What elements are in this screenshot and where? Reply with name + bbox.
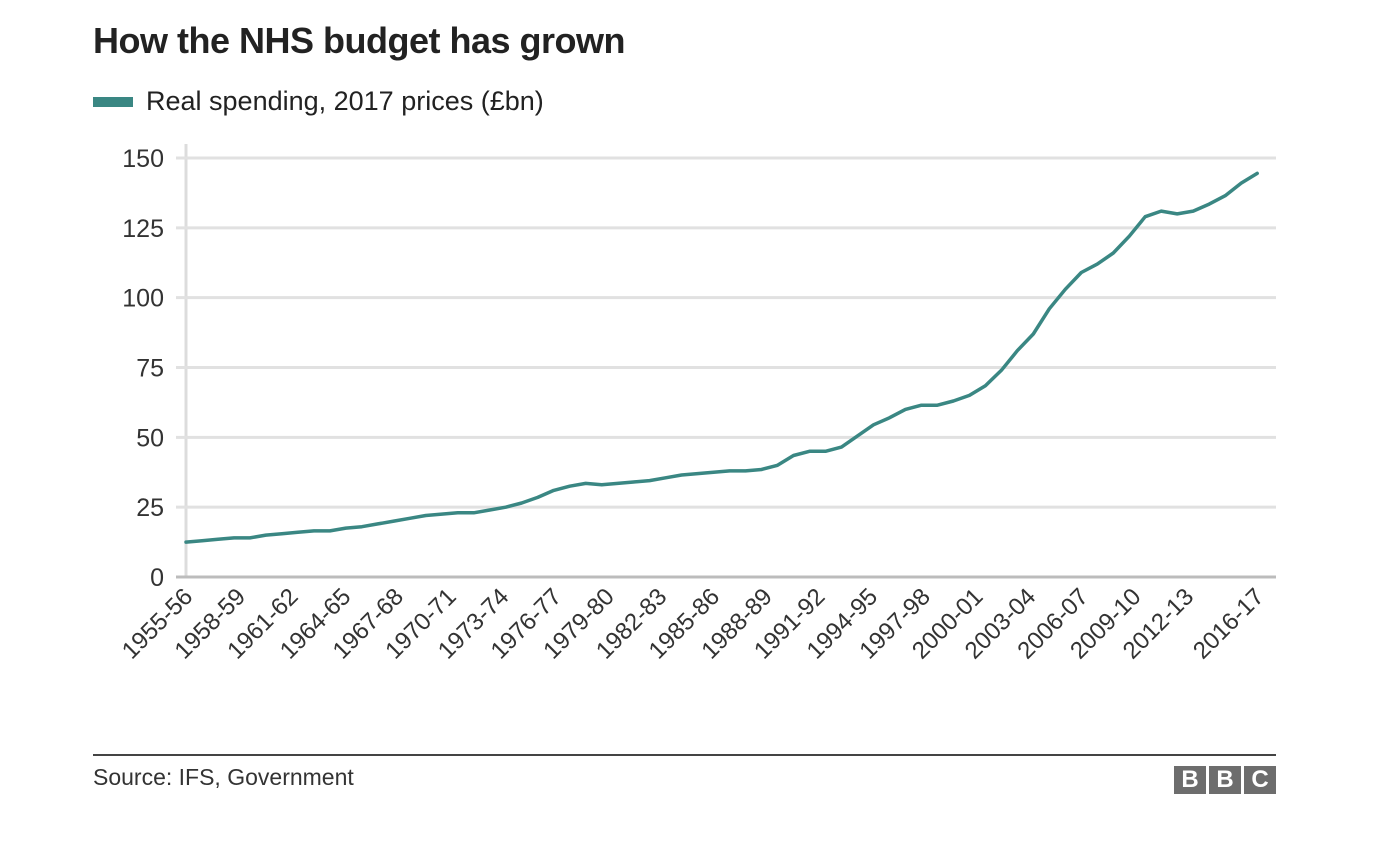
bbc-logo: B B C [1174,766,1276,794]
gridlines [176,144,1276,579]
y-axis-ticks: 0 25 50 75 100 125 150 [122,145,164,592]
legend: Real spending, 2017 prices (£bn) [93,86,544,117]
y-tick-label: 150 [122,145,164,173]
y-tick-label: 100 [122,285,164,313]
y-tick-label: 25 [136,494,164,522]
y-tick-label: 0 [150,564,164,592]
series-layer [184,171,1259,544]
chart-title: How the NHS budget has grown [93,20,626,61]
y-tick-label: 75 [136,355,164,383]
legend-label: Real spending, 2017 prices (£bn) [146,86,544,116]
bbc-logo-letter: B [1209,766,1241,794]
x-axis-ticks: 1955-561958-591961-621964-651967-681970-… [117,583,1270,664]
y-tick-label: 50 [136,424,164,452]
series-line [184,171,1259,544]
bbc-logo-letter: B [1174,766,1206,794]
legend-swatch [93,96,133,107]
footer-divider [93,754,1276,756]
bbc-logo-letter: C [1244,766,1276,794]
source-note: Source: IFS, Government [93,764,354,790]
y-tick-label: 125 [122,215,164,243]
x-tick-label: 2016-17 [1188,583,1269,664]
